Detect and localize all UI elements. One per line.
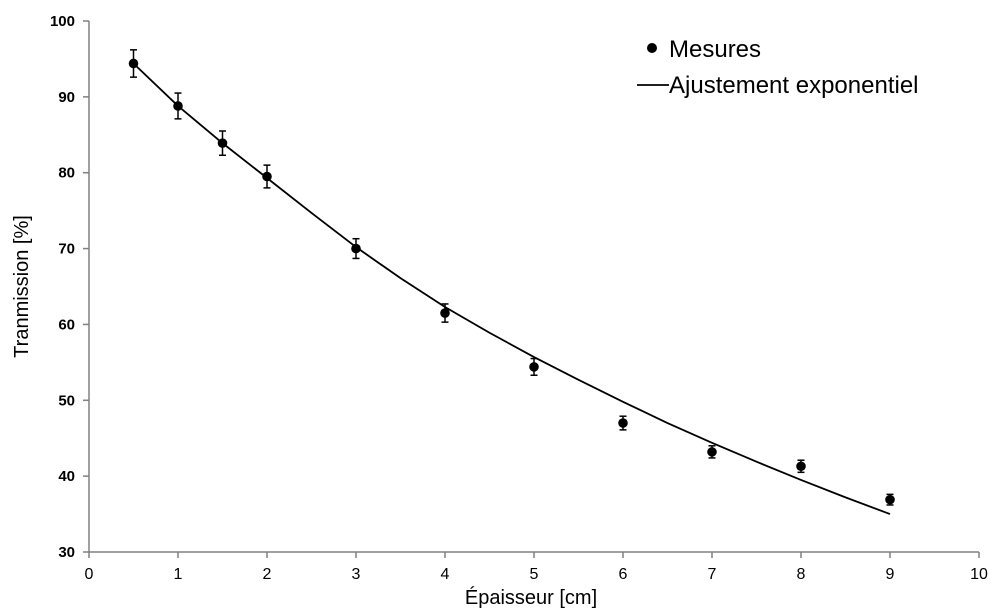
axes [88, 21, 979, 553]
data-point [618, 415, 628, 431]
data-point [262, 164, 272, 189]
x-tick-label: 1 [174, 566, 183, 583]
y-axis-title: Tranmission [%] [11, 215, 33, 358]
x-tick-label: 9 [886, 566, 895, 583]
fit-curve-line [132, 62, 891, 515]
legend: Mesures Ajustement exponentiel [637, 36, 919, 99]
x-tick-label: 7 [708, 566, 717, 583]
data-marker [796, 461, 806, 472]
data-marker [217, 138, 228, 148]
plot-area [128, 49, 895, 515]
y-tick-label: 80 [58, 165, 75, 182]
legend-label-mesures: Mesures [669, 36, 761, 63]
x-tick-label: 2 [263, 566, 272, 583]
y-tick-label: 30 [58, 544, 75, 561]
data-point [217, 130, 228, 157]
data-point [440, 303, 450, 323]
y-tick-label: 50 [58, 392, 75, 409]
x-tick-label: 4 [441, 566, 450, 583]
x-tick-label: 0 [85, 566, 94, 583]
data-point [885, 493, 895, 506]
data-marker [440, 308, 450, 318]
data-point [529, 357, 539, 377]
data-point [128, 49, 139, 78]
data-marker [262, 171, 272, 182]
legend-label-ajustement: Ajustement exponentiel [669, 72, 919, 99]
data-point [796, 459, 806, 474]
data-marker [173, 101, 183, 111]
y-tick-label: 100 [50, 13, 75, 30]
y-tick-label: 70 [58, 241, 75, 258]
x-tick-label: 8 [797, 566, 806, 583]
x-tick-label: 6 [619, 566, 628, 583]
data-marker [128, 58, 139, 69]
data-marker [707, 447, 717, 457]
y-tick-label: 40 [58, 468, 75, 485]
legend-marker-mesures [647, 43, 657, 53]
measurement-points [128, 49, 895, 506]
data-marker [618, 418, 628, 428]
x-ticks: 0 1 2 3 4 5 6 7 8 9 10 [85, 552, 988, 583]
y-tick-label: 90 [58, 89, 75, 106]
y-tick-label: 60 [58, 316, 75, 333]
data-point [173, 92, 183, 120]
x-tick-label: 5 [530, 566, 539, 583]
data-point [351, 237, 361, 260]
x-axis-title: Épaisseur [cm] [465, 586, 597, 609]
x-tick-label: 10 [970, 566, 988, 583]
y-ticks: 30 40 50 60 70 80 90 100 [50, 13, 89, 561]
data-marker [351, 243, 361, 254]
data-marker [529, 362, 539, 372]
data-marker [885, 494, 895, 505]
x-tick-label: 3 [352, 566, 361, 583]
data-point [707, 445, 717, 459]
